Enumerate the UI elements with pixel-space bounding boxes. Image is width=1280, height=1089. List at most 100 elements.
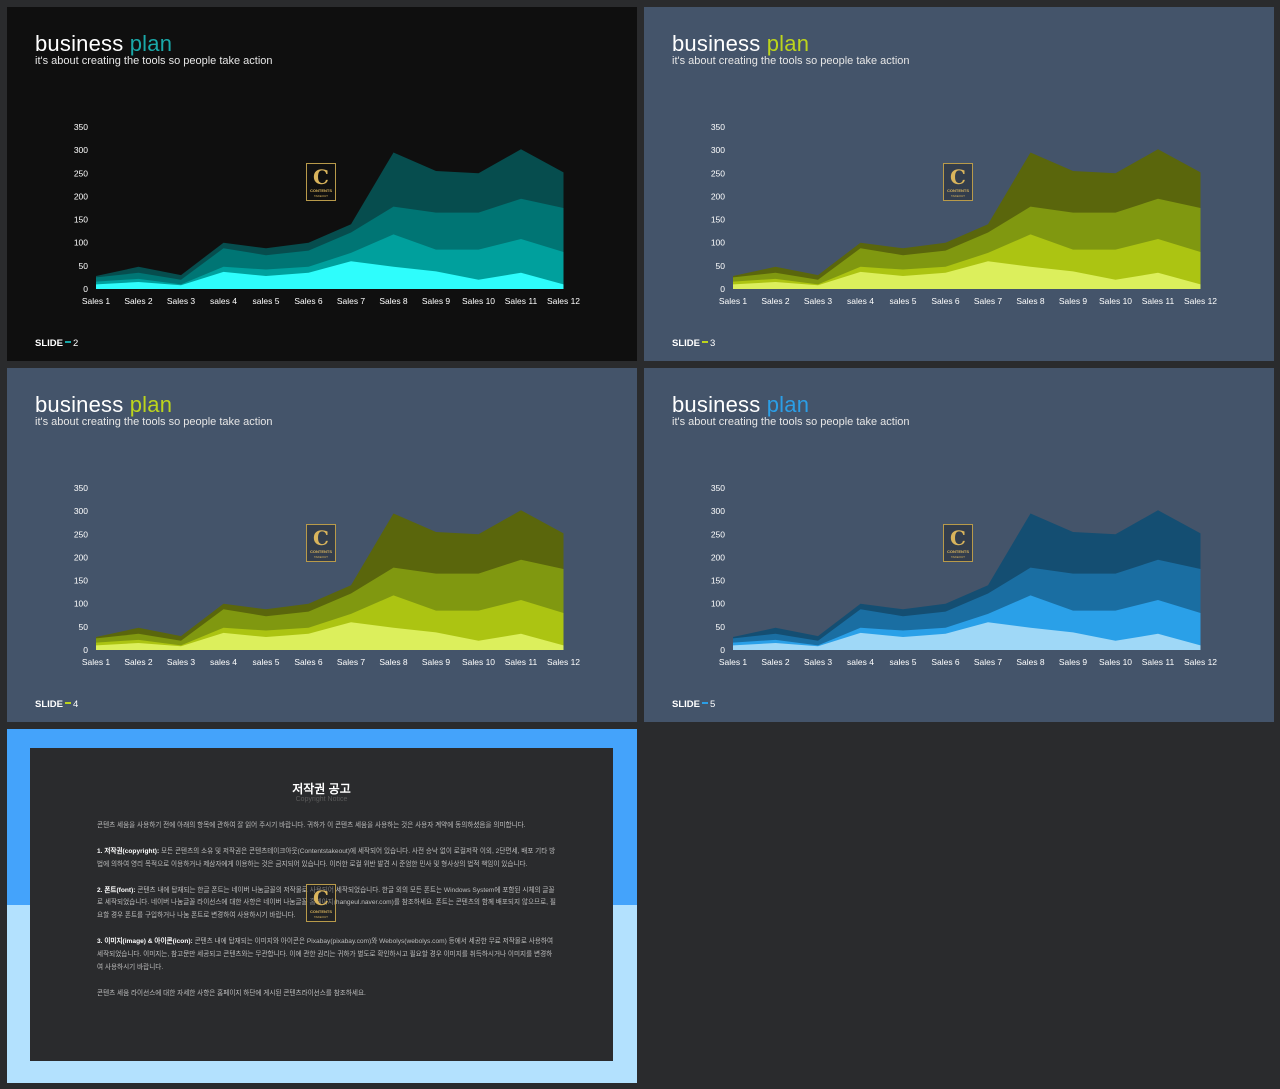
x-tick-label: Sales 6: [294, 657, 323, 667]
logo-line2: TAKEOUT: [314, 555, 328, 559]
x-tick-label: sales 5: [890, 657, 917, 667]
section-text: 콘텐츠 내에 탑재되는 한글 폰트는 네이버 나눔글꼴의 저작물로 사용되어 세…: [97, 886, 556, 920]
logo-letter: C: [950, 526, 966, 550]
x-tick-label: Sales 9: [422, 296, 451, 306]
y-tick-label: 50: [79, 622, 89, 632]
notice-subtitle: Copyright Notice: [295, 796, 348, 803]
x-tick-label: Sales 7: [974, 296, 1003, 306]
x-tick-label: Sales 12: [547, 296, 580, 306]
slide-dash: [701, 341, 708, 344]
y-tick-label: 250: [74, 529, 88, 539]
title-accent: plan: [766, 31, 810, 56]
x-tick-label: Sales 10: [1099, 296, 1132, 306]
x-tick-label: Sales 1: [719, 657, 748, 667]
slide-title: business plan: [672, 31, 809, 57]
x-tick-label: Sales 7: [974, 657, 1003, 667]
x-tick-label: sales 5: [253, 296, 280, 306]
area-chart: 0 50 100 150 200 250 300 350 Sales 1 Sales 2 Sales…: [711, 483, 1217, 667]
title-main: business: [35, 392, 124, 417]
x-tick-label: Sales 11: [1142, 296, 1175, 306]
y-tick-label: 350: [711, 483, 725, 493]
y-tick-label: 300: [711, 506, 725, 516]
slide-number: SLIDE 5: [672, 699, 715, 710]
x-tick-label: Sales 6: [931, 657, 960, 667]
x-tick-label: Sales 11: [505, 296, 538, 306]
y-tick-label: 250: [74, 168, 88, 178]
x-tick-label: Sales 10: [1099, 657, 1132, 667]
notice-footer: 콘텐츠 세움 라이선스에 대한 자세한 사항은 홈페이지 하단에 게시된 콘텐츠…: [97, 989, 366, 997]
y-tick-label: 250: [711, 168, 725, 178]
y-tick-label: 350: [711, 122, 725, 132]
slide-title: business plan: [35, 31, 172, 57]
logo-line1: CONTENTS: [310, 188, 332, 193]
slide-subtitle: it's about creating the tools so people …: [672, 55, 910, 67]
slide-number: SLIDE 2: [35, 338, 78, 349]
notice-intro: 콘텐츠 세움을 사용하기 전에 아래의 항목에 관하여 잘 읽어 주시기 바랍니…: [97, 822, 526, 829]
slide-2: business plan it's about creating the to…: [7, 7, 637, 361]
logo-line1: CONTENTS: [947, 549, 969, 554]
x-tick-label: sales 5: [253, 657, 280, 667]
title-main: business: [35, 31, 124, 56]
contents-logo-icon: C CONTENTS TAKEOUT: [306, 163, 336, 201]
notice-section-font: 2. 폰트(font): 콘텐츠 내에 탑재되는 한글 폰트는 네이버 나눔글꼴…: [97, 885, 557, 924]
y-tick-label: 100: [711, 599, 725, 609]
x-tick-label: Sales 11: [1142, 657, 1175, 667]
notice-section-image: 3. 이미지(image) & 아이콘(icon): 콘텐츠 내에 탑재되는 이…: [97, 936, 557, 975]
x-tick-label: Sales 7: [337, 657, 366, 667]
title-accent: plan: [766, 392, 810, 417]
x-tick-label: sales 4: [210, 657, 237, 667]
copyright-notice-slide: 저작권 공고 Copyright Notice 콘텐츠 세움을 사용하기 전에 …: [7, 729, 637, 1083]
y-tick-label: 300: [711, 145, 725, 155]
area-series-1: [96, 622, 564, 650]
x-tick-label: Sales 12: [547, 657, 580, 667]
x-tick-label: Sales 8: [1016, 296, 1045, 306]
y-tick-label: 100: [74, 599, 88, 609]
notice-section-copyright: 1. 저작권(copyright): 모든 콘텐츠의 소유 및 저작권은 콘텐츠…: [97, 846, 557, 872]
slide-5: business plan it's about creating the to…: [644, 368, 1274, 722]
logo-letter: C: [313, 165, 329, 189]
logo-line2: TAKEOUT: [951, 194, 965, 198]
logo-line2: TAKEOUT: [951, 555, 965, 559]
x-tick-label: Sales 3: [167, 296, 196, 306]
slide-subtitle: it's about creating the tools so people …: [35, 55, 273, 67]
slide-number: SLIDE 3: [672, 338, 715, 349]
slide-number-value: 5: [709, 699, 716, 710]
logo-letter: C: [313, 526, 329, 550]
x-tick-label: Sales 10: [462, 657, 495, 667]
area-series-1: [733, 261, 1201, 289]
x-tick-label: sales 4: [847, 296, 874, 306]
x-tick-label: sales 5: [890, 296, 917, 306]
x-tick-label: Sales 6: [931, 296, 960, 306]
slide-number-value: 4: [72, 699, 79, 710]
x-tick-label: Sales 8: [1016, 657, 1045, 667]
section-heading: 2. 폰트(font):: [97, 886, 136, 894]
x-tick-label: Sales 8: [379, 296, 408, 306]
x-tick-label: Sales 6: [294, 296, 323, 306]
slide-subtitle: it's about creating the tools so people …: [672, 416, 910, 428]
contents-logo-icon: C CONTENTS TAKEOUT: [306, 524, 336, 562]
y-tick-label: 300: [74, 506, 88, 516]
contents-logo-icon: C CONTENTS TAKEOUT: [943, 163, 973, 201]
logo-letter: C: [950, 165, 966, 189]
slide-title: business plan: [35, 392, 172, 418]
slide-number-value: 3: [709, 338, 716, 349]
title-accent: plan: [129, 392, 173, 417]
logo-line2: TAKEOUT: [314, 194, 328, 198]
x-tick-label: Sales 1: [82, 296, 111, 306]
y-tick-label: 50: [79, 261, 89, 271]
x-tick-label: Sales 9: [422, 657, 451, 667]
section-heading: 3. 이미지(image) & 아이콘(icon):: [97, 938, 193, 946]
logo-line1: CONTENTS: [310, 909, 332, 914]
x-tick-label: Sales 1: [82, 657, 111, 667]
x-tick-label: Sales 1: [719, 296, 748, 306]
y-tick-label: 150: [74, 215, 88, 225]
logo-line2: TAKEOUT: [314, 915, 328, 919]
slide-number: SLIDE 4: [35, 699, 78, 710]
y-tick-label: 350: [74, 483, 88, 493]
y-tick-label: 300: [74, 145, 88, 155]
slide-title: business plan: [672, 392, 809, 418]
logo-letter: C: [313, 886, 329, 910]
y-tick-label: 200: [74, 191, 88, 201]
slide-label: SLIDE: [672, 338, 700, 349]
slide-label: SLIDE: [35, 699, 63, 710]
